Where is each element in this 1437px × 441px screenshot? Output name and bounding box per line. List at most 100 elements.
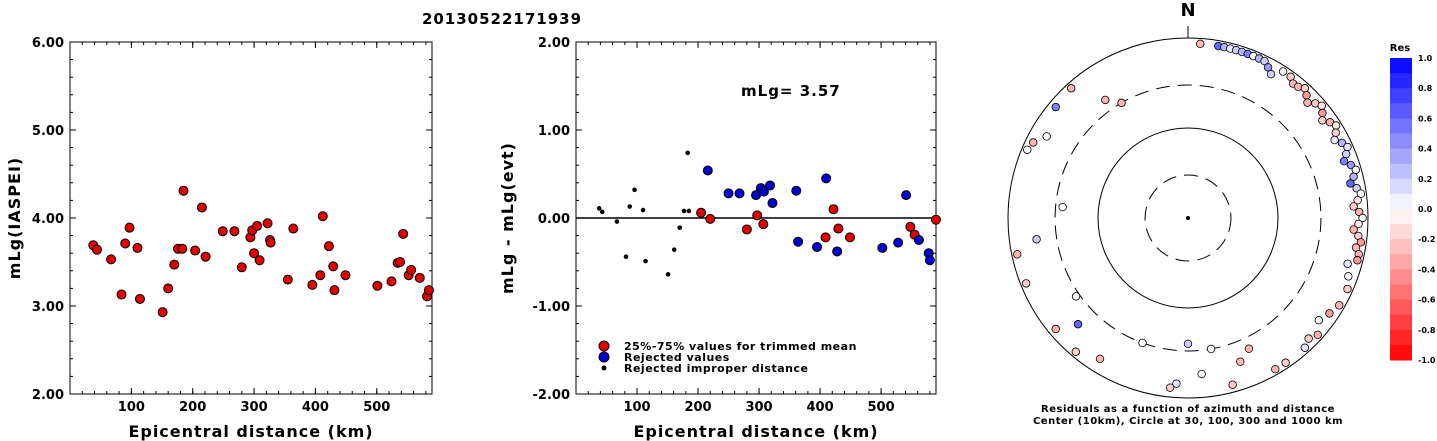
station-residual	[1228, 380, 1237, 389]
data-point	[282, 274, 293, 285]
data-point	[163, 283, 174, 294]
data-point	[372, 280, 383, 291]
colorbar-tick-label: -0.6	[1418, 296, 1436, 305]
data-point-rejected	[877, 242, 888, 253]
data-point-rejected	[812, 242, 823, 253]
station-residual	[1349, 225, 1358, 234]
colorbar-tick-label: -1.0	[1418, 356, 1436, 365]
station-residual	[1271, 365, 1280, 374]
x-axis-label: Epicentral distance (km)	[128, 422, 373, 441]
data-point-trimmed	[931, 214, 941, 225]
data-point-rejected	[767, 198, 778, 209]
station-residual	[1278, 67, 1288, 76]
data-point-rejected	[702, 165, 713, 176]
x-tick-label: 300	[745, 400, 772, 415]
station-residual	[1343, 142, 1352, 152]
colorbar-cell	[1390, 239, 1412, 255]
data-point-improper	[640, 207, 646, 213]
station-residual	[1117, 98, 1126, 108]
station-residual	[1244, 344, 1254, 353]
data-point	[262, 218, 273, 229]
data-point-improper	[627, 204, 632, 209]
station-residual	[1042, 132, 1051, 141]
y-axis-label: mLg(IASPEI)	[5, 157, 24, 279]
station-residual	[1351, 165, 1361, 175]
data-point	[236, 262, 247, 273]
legend: 25%-75% values for trimmed mean Rejected…	[598, 340, 856, 375]
station-residual	[1314, 316, 1324, 325]
station-residual	[1300, 84, 1310, 93]
colorbar: Res 1.0 0.8 0.6 0.4 0.2 0.0 -0.2 -0.4 -0.6 -0.8 -1…	[1390, 43, 1436, 365]
x-tick-label: 200	[179, 400, 206, 415]
station-residual	[1021, 279, 1031, 288]
data-point-trimmed	[905, 221, 916, 232]
station-residual	[1023, 145, 1032, 154]
colorbar-cell	[1390, 224, 1412, 240]
x-tick-label: 200	[684, 400, 711, 415]
station-residual	[1266, 69, 1276, 79]
data-point	[124, 222, 135, 233]
station-residual	[1344, 272, 1353, 281]
data-point	[386, 276, 397, 287]
x-tick-label: 500	[868, 400, 895, 415]
data-point-rejected	[793, 236, 804, 247]
station-residual	[1195, 39, 1205, 49]
data-point-trimmed	[844, 232, 855, 243]
data-point-improper	[671, 247, 677, 252]
station-residual	[1071, 347, 1080, 356]
colorbar-tick-label: 0.2	[1418, 175, 1432, 184]
y-axis-label: mLg - mLg(evt)	[498, 142, 517, 294]
colorbar-cell	[1390, 133, 1412, 150]
data-point-improper	[599, 209, 605, 215]
colorbar-cell	[1390, 73, 1412, 89]
station-residual	[1349, 202, 1358, 211]
data-point-improper	[685, 150, 690, 156]
data-point-rejected	[832, 246, 843, 257]
data-point	[190, 245, 201, 256]
station-residual	[1303, 98, 1312, 107]
data-point	[157, 307, 168, 318]
data-point	[414, 272, 425, 283]
data-point-improper	[623, 254, 629, 260]
station-residual	[1343, 259, 1352, 268]
data-point	[323, 241, 334, 252]
data-point	[120, 238, 131, 249]
station-residual	[1349, 172, 1358, 181]
station-residual	[1032, 235, 1041, 244]
colorbar-tick-label: 0.8	[1418, 84, 1433, 93]
colorbar-tick-label: 0.4	[1418, 145, 1433, 154]
legend-label-rejected: Rejected values	[624, 351, 730, 364]
station-residual	[1341, 149, 1351, 159]
station-residual	[1325, 309, 1334, 318]
data-point-improper	[677, 225, 683, 230]
colorbar-tick-label: -0.4	[1418, 265, 1436, 274]
station-residual	[1071, 292, 1081, 301]
caption-line-1: Residuals as a function of azimuth and d…	[1041, 404, 1335, 415]
station-residual	[1300, 343, 1310, 352]
station-residual	[1352, 184, 1361, 193]
station-residual	[1058, 202, 1067, 212]
x-axis-label: Epicentral distance (km)	[633, 422, 878, 441]
colorbar-cell	[1390, 88, 1412, 104]
data-point	[200, 251, 211, 262]
data-point-rejected	[723, 188, 734, 199]
figure-title: 20130522171939	[422, 10, 582, 28]
station-residual	[1304, 334, 1313, 343]
data-point-trimmed	[741, 224, 752, 235]
data-point-trimmed	[828, 204, 839, 215]
station-residual	[1051, 102, 1060, 112]
station-residual	[1095, 354, 1105, 364]
data-point	[423, 285, 434, 296]
data-point-improper	[632, 187, 637, 193]
station-residual	[1331, 128, 1340, 137]
data-point	[254, 255, 265, 266]
station-residual	[1073, 320, 1083, 329]
north-label: N	[1180, 0, 1195, 21]
station-residual	[1197, 369, 1206, 379]
station-residual	[1138, 338, 1147, 348]
y-tick-label: 2.00	[32, 388, 64, 403]
data-point-rejected	[901, 190, 912, 201]
colorbar-cell	[1390, 148, 1412, 165]
station-residual	[1343, 284, 1352, 294]
station-residual	[1358, 213, 1367, 223]
